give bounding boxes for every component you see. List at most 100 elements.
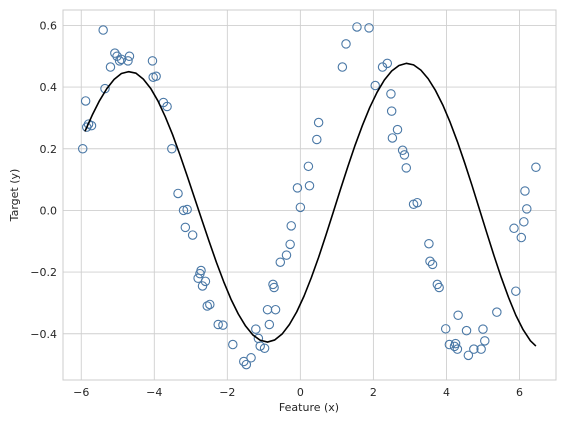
y-axis-label: Target (y): [8, 169, 21, 223]
scatter-point: [286, 221, 296, 231]
plot-frame: [62, 9, 557, 381]
scatter-point: [218, 320, 228, 330]
grid: [63, 10, 556, 380]
fitted-curve: [84, 62, 537, 347]
scatter-point: [303, 161, 314, 172]
scatter-point: [167, 144, 177, 154]
scatter-point: [399, 150, 410, 160]
scatter-point: [228, 339, 238, 350]
scatter-point: [463, 350, 474, 361]
scatter-point: [386, 89, 396, 99]
scatter-point: [259, 343, 270, 353]
scatter-point: [173, 188, 183, 199]
x-tick-label: −2: [219, 386, 235, 399]
scatter-point: [124, 51, 135, 61]
scatter-point: [427, 259, 438, 270]
y-tick-label: 0.6: [40, 19, 58, 32]
scatter-point: [147, 56, 158, 66]
scatter-point: [313, 117, 324, 128]
scatter-point: [255, 341, 265, 351]
scatter-point: [197, 281, 208, 291]
scatter-point: [450, 338, 461, 349]
x-tick-label: 4: [443, 386, 450, 399]
scatter-point: [452, 344, 463, 354]
x-tick-label: 6: [516, 386, 523, 399]
scatter-point: [511, 286, 521, 296]
scatter-point: [453, 310, 463, 320]
scatter-point: [285, 239, 295, 250]
scatter-point: [352, 22, 362, 32]
scatter-point: [434, 282, 444, 293]
scatter-point: [337, 62, 348, 72]
scatter-point: [304, 181, 315, 191]
scatter-point: [180, 222, 191, 233]
scatter-point: [105, 62, 116, 72]
x-tick-label: 0: [297, 386, 304, 399]
scatter-point: [476, 344, 486, 354]
scatter-point: [397, 145, 408, 156]
scatter-point: [440, 324, 451, 334]
scatter-point: [239, 356, 249, 367]
scatter-point: [364, 23, 374, 33]
scatter-point: [269, 282, 279, 293]
scatter-point: [341, 39, 351, 49]
x-tick-label: −4: [146, 386, 162, 399]
scatter-point: [387, 133, 398, 143]
scatter-point: [444, 339, 455, 350]
scatter-point: [178, 205, 189, 216]
scatter-point: [182, 204, 192, 215]
y-tick-labels: −0.4 −0.2 0.0 0.2 0.4 0.6: [30, 19, 57, 340]
scatter-point: [196, 265, 206, 276]
scatter-point: [202, 301, 212, 311]
scatter-point: [162, 101, 172, 112]
plot-background: [63, 10, 556, 380]
scatter-point: [246, 353, 256, 363]
scatter-point: [98, 25, 108, 35]
scatter-point: [531, 162, 541, 173]
scatter-point: [275, 257, 286, 267]
scatter-point: [478, 324, 488, 334]
y-tick-label: 0.4: [40, 81, 58, 94]
scatter-point: [80, 96, 91, 106]
scatter-point: [516, 232, 527, 243]
x-tick-label: −6: [73, 386, 89, 399]
scatter-point: [519, 217, 529, 227]
scatter-point: [392, 124, 403, 135]
scatter-point: [264, 319, 275, 330]
scatter-point: [200, 276, 211, 287]
scatter-point: [270, 304, 281, 315]
scatter-point: [151, 71, 161, 82]
scatter-point: [110, 48, 120, 58]
scatter-point: [205, 299, 215, 310]
y-tick-label: −0.2: [30, 266, 57, 279]
scatter-point: [292, 183, 303, 193]
scatter-point: [241, 359, 252, 370]
scatter-point: [461, 325, 472, 336]
scatter-point: [509, 223, 519, 234]
scatter-point: [469, 344, 479, 354]
x-tick-labels: −6 −4 −2 0 2 4 6: [73, 386, 523, 399]
scatter-point: [213, 319, 223, 330]
scatter-point: [382, 58, 393, 69]
scatter-point: [370, 80, 380, 91]
scatter-point: [412, 197, 422, 208]
x-tick-label: 2: [370, 386, 377, 399]
scatter-point: [424, 238, 434, 249]
scatter-point: [425, 256, 435, 267]
scatter-point: [251, 324, 261, 334]
y-tick-label: 0.0: [40, 204, 58, 217]
scatter-point: [312, 134, 322, 145]
scatter-point: [281, 250, 292, 260]
y-tick-label: −0.4: [30, 328, 57, 341]
scatter-point: [386, 106, 397, 116]
x-axis-label: Feature (x): [279, 401, 339, 414]
scatter-point: [401, 163, 412, 173]
scatter-point: [295, 202, 306, 213]
y-tick-label: 0.2: [40, 143, 58, 156]
scatter-point: [123, 56, 133, 66]
scatter-point: [116, 54, 127, 65]
scatter-point: [480, 336, 490, 346]
scatter-point: [492, 307, 502, 317]
scatter-point: [520, 186, 530, 196]
